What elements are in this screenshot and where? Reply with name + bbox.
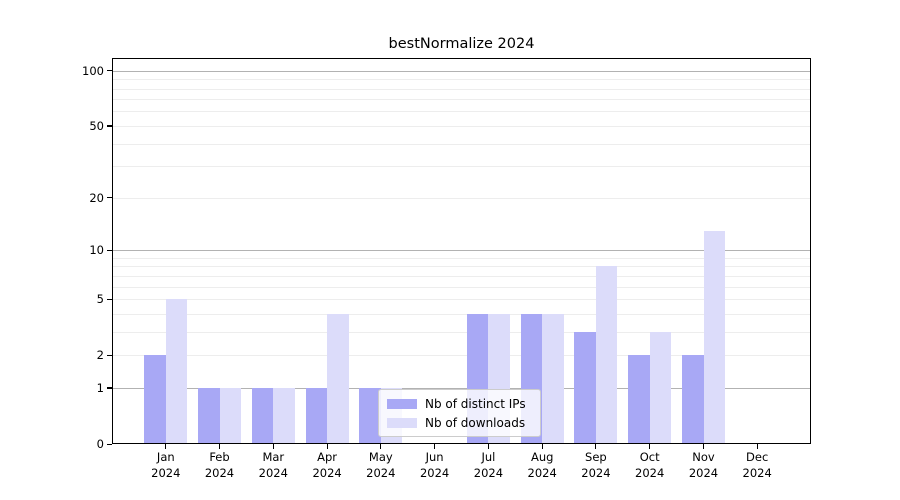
x-tick-mark xyxy=(272,444,274,449)
y-tick-label: 20 xyxy=(89,190,104,205)
gridline-minor xyxy=(112,313,811,315)
x-tick-mark xyxy=(649,444,651,449)
x-tick-label-aug: Aug 2024 xyxy=(527,450,557,480)
y-tick-mark xyxy=(107,354,112,356)
bar-downloads xyxy=(703,230,725,444)
gridline-minor xyxy=(112,286,811,288)
bar-distinct-ips xyxy=(251,387,274,444)
legend-item: Nb of downloads xyxy=(387,416,532,430)
y-tick-mark xyxy=(107,70,112,72)
bar-distinct-ips xyxy=(628,355,650,444)
x-tick-label-feb: Feb 2024 xyxy=(204,450,235,480)
gridline-minor xyxy=(112,99,811,101)
gridline-minor xyxy=(112,125,811,127)
x-tick-label-oct: Oct 2024 xyxy=(635,450,665,480)
y-tick-mark xyxy=(107,197,112,199)
x-tick-mark xyxy=(541,444,543,449)
y-tick-label: 5 xyxy=(96,292,104,306)
x-tick-label-sep: Sep 2024 xyxy=(581,450,611,480)
bar-distinct-ips xyxy=(305,387,328,444)
bar-distinct-ips xyxy=(198,387,220,444)
gridline-minor xyxy=(112,143,811,145)
bar-downloads xyxy=(595,266,618,444)
bar-downloads xyxy=(327,313,349,444)
x-tick-mark xyxy=(595,444,597,449)
bar-distinct-ips xyxy=(574,331,596,444)
gridline-minor xyxy=(112,275,811,277)
bar-downloads xyxy=(649,331,672,444)
gridline-minor xyxy=(112,197,811,199)
y-tick-mark xyxy=(107,249,112,251)
y-tick-label: 10 xyxy=(89,243,104,257)
x-tick-mark xyxy=(702,444,705,449)
y-tick-label: 50 xyxy=(89,118,104,133)
y-tick-label: 1 xyxy=(96,380,104,395)
x-tick-label-dec: Dec 2024 xyxy=(742,450,772,480)
x-tick-mark xyxy=(756,444,758,449)
x-tick-label-jan: Jan 2024 xyxy=(151,450,181,480)
x-tick-mark xyxy=(380,444,382,449)
y-tick-label: 100 xyxy=(82,63,104,78)
legend-label: Nb of downloads xyxy=(425,415,526,430)
x-tick-label-nov: Nov 2024 xyxy=(688,450,719,480)
bar-distinct-ips xyxy=(359,387,381,444)
y-tick-mark xyxy=(107,443,112,445)
x-tick-mark xyxy=(434,444,436,449)
gridline-minor xyxy=(112,257,811,259)
legend: Nb of distinct IPs Nb of downloads xyxy=(378,389,541,437)
gridline-major xyxy=(112,250,811,251)
bar-downloads xyxy=(219,387,241,444)
x-tick-mark xyxy=(326,444,328,449)
y-tick-mark xyxy=(107,387,112,389)
y-tick-mark xyxy=(107,298,112,300)
gridline-major xyxy=(112,387,811,389)
plot-area xyxy=(112,58,811,444)
legend-item: Nb of distinct IPs xyxy=(387,397,532,411)
y-tick-label: 0 xyxy=(96,437,104,451)
x-tick-mark xyxy=(487,444,489,449)
bar-downloads xyxy=(273,387,295,444)
y-tick-label: 2 xyxy=(96,348,104,363)
x-tick-label-jun: Jun 2024 xyxy=(419,450,450,480)
x-tick-label-apr: Apr 2024 xyxy=(312,450,342,480)
gridline-minor xyxy=(112,88,811,90)
chart-title: bestNormalize 2024 xyxy=(388,36,535,52)
gridline-minor xyxy=(112,331,811,333)
bar-downloads xyxy=(165,299,188,444)
y-tick-mark xyxy=(107,125,112,127)
gridline-minor xyxy=(112,266,811,268)
bar-distinct-ips xyxy=(682,355,704,444)
gridline-minor xyxy=(112,355,811,357)
bar-downloads xyxy=(542,313,564,444)
legend-label: Nb of distinct IPs xyxy=(425,396,526,411)
bar-distinct-ips xyxy=(144,355,166,444)
gridline-minor xyxy=(112,166,811,168)
x-tick-label-mar: Mar 2024 xyxy=(258,450,288,480)
legend-swatch-downloads xyxy=(387,417,417,428)
gridline-major xyxy=(112,70,811,72)
gridline-minor xyxy=(112,299,811,300)
x-tick-mark xyxy=(165,444,167,449)
x-tick-mark xyxy=(218,444,221,449)
legend-swatch-distinct-ips xyxy=(387,398,417,409)
x-tick-label-jul: Jul 2024 xyxy=(473,450,504,480)
x-tick-label-may: May 2024 xyxy=(366,450,396,480)
gridline-minor xyxy=(112,111,811,113)
gridline-minor xyxy=(112,79,811,81)
